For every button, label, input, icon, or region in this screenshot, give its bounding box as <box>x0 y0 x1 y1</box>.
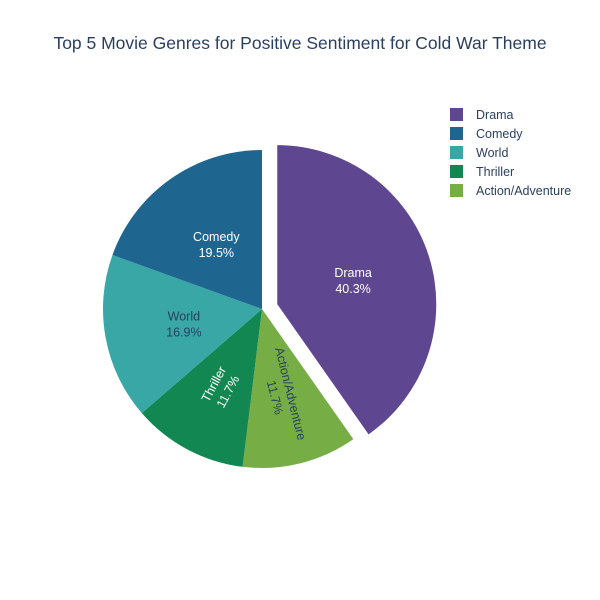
slice-label-group: Drama 40.3% <box>334 266 372 296</box>
pie-slice-thriller <box>141 309 262 467</box>
legend-label: Thriller <box>476 164 515 179</box>
slice-label-group: World 16.9% <box>166 310 201 340</box>
pie-slice-drama <box>277 145 437 435</box>
pie-slice-world <box>103 254 262 414</box>
slice-percent-label: 40.3% <box>335 282 370 296</box>
legend-item[interactable]: World <box>450 143 571 162</box>
legend-swatch <box>450 184 463 197</box>
slice-label: World <box>168 310 200 324</box>
slice-label: Drama <box>334 266 372 280</box>
slice-percent-label: 16.9% <box>166 326 201 340</box>
slice-label: Comedy <box>193 230 240 244</box>
legend-swatch <box>450 146 463 159</box>
legend-label: Action/Adventure <box>476 183 572 198</box>
pie-slice-comedy <box>112 150 262 309</box>
chart-title: Top 5 Movie Genres for Positive Sentimen… <box>53 33 547 53</box>
legend: Drama Comedy World Thriller Action/Adventure <box>450 105 571 200</box>
legend-item[interactable]: Thriller <box>450 162 571 181</box>
pie-slice-action-adventure <box>242 309 354 469</box>
legend-swatch <box>450 108 463 121</box>
legend-swatch <box>450 165 463 178</box>
legend-item[interactable]: Drama <box>450 105 571 124</box>
legend-label: Drama <box>476 107 514 122</box>
legend-label: Comedy <box>476 126 523 141</box>
legend-item[interactable]: Action/Adventure <box>450 181 571 200</box>
legend-swatch <box>450 127 463 140</box>
legend-label: World <box>476 145 509 160</box>
legend-item[interactable]: Comedy <box>450 124 571 143</box>
slice-label-group: Comedy 19.5% <box>193 230 240 260</box>
slice-percent-label: 19.5% <box>199 246 234 260</box>
